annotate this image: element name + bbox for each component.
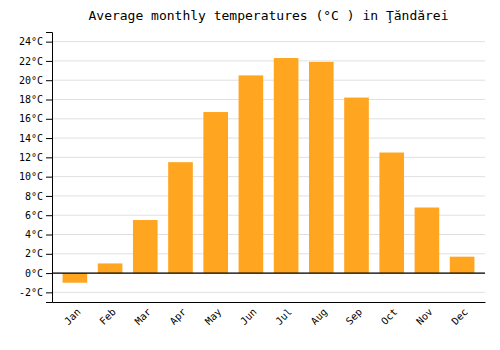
y-tick-mark (46, 119, 52, 120)
x-tick: Mar (133, 306, 154, 327)
x-tick: Jan (62, 306, 83, 327)
y-tick-label: 8°C (25, 191, 43, 202)
y-tick: 6°C (25, 210, 52, 221)
chart: -2°C 0°C 2°C 4°C 6°C 8°C 10°C 12°C 14°C 16°C 18°C 2… (0, 0, 500, 350)
y-tick-label: 6°C (25, 210, 43, 221)
x-tick: Sep (344, 306, 365, 327)
x-tick: Oct (379, 306, 400, 327)
x-tick: Dec (449, 306, 470, 327)
y-tick: 14°C (19, 133, 52, 144)
y-tick: 2°C (25, 248, 52, 259)
bar (168, 162, 193, 273)
x-tick: Jul (273, 306, 294, 327)
grid-line (52, 80, 485, 81)
y-tick: -2°C (19, 287, 52, 298)
y-tick: 0°C (25, 268, 52, 279)
y-tick-label: 2°C (25, 248, 43, 259)
bar (274, 58, 299, 273)
y-tick: 20°C (19, 75, 52, 86)
grid-line (52, 138, 485, 139)
x-tick: Feb (97, 306, 118, 327)
y-tick: 4°C (25, 229, 52, 240)
x-tick-label: Feb (97, 306, 118, 327)
bar (450, 257, 475, 273)
y-tick: 22°C (19, 56, 52, 67)
x-tick-label: Jan (62, 306, 83, 327)
x-tick-label: Sep (344, 306, 365, 327)
y-tick-mark (46, 196, 52, 197)
x-tick: Apr (168, 306, 189, 327)
y-tick-label: 18°C (19, 94, 43, 105)
y-tick-label: -2°C (19, 287, 43, 298)
y-tick-label: 0°C (25, 268, 43, 279)
x-tick-label: May (203, 306, 224, 327)
bar (98, 263, 123, 273)
bars (63, 58, 475, 283)
x-tick-label: Aug (309, 306, 330, 327)
y-tick-mark (46, 138, 52, 139)
y-tick-label: 12°C (19, 152, 43, 163)
grid-line (52, 118, 485, 119)
y-tick-mark (46, 42, 52, 43)
grid-line (52, 60, 485, 61)
y-tick-label: 4°C (25, 229, 43, 240)
zero-line (52, 272, 485, 273)
y-tick-label: 24°C (19, 36, 43, 47)
y-tick-mark (46, 254, 52, 255)
grid-line (52, 273, 485, 274)
y-tick-mark (46, 61, 52, 62)
y-tick-mark (46, 177, 52, 178)
y-axis-line (46, 33, 53, 303)
x-tick-label: Apr (168, 306, 189, 327)
x-tick-label: Jul (273, 306, 294, 327)
y-tick-mark (46, 215, 52, 216)
y-tick-mark (46, 100, 52, 101)
y-tick: 8°C (25, 191, 52, 202)
y-tick-label: 14°C (19, 133, 43, 144)
x-tick: May (203, 306, 224, 327)
x-tick-label: Jun (238, 306, 259, 327)
bar (309, 62, 334, 273)
grid (52, 42, 485, 293)
y-tick: 18°C (19, 94, 52, 105)
bar (239, 75, 264, 273)
x-tick: Nov (414, 306, 435, 327)
bar (344, 98, 369, 273)
y-tick: 16°C (19, 113, 52, 124)
grid-line (52, 292, 485, 293)
plot: -2°C 0°C 2°C 4°C 6°C 8°C 10°C 12°C 14°C 16°C 18°C 2… (19, 33, 486, 327)
x-tick-label: Dec (449, 306, 470, 327)
y-axis: -2°C 0°C 2°C 4°C 6°C 8°C 10°C 12°C 14°C 16°C 18°C 2… (19, 33, 53, 303)
grid-line (52, 41, 485, 42)
bar (379, 153, 404, 274)
x-axis-line (53, 302, 486, 303)
y-tick: 24°C (19, 36, 52, 47)
bar (63, 273, 88, 283)
y-tick-mark (46, 292, 52, 293)
y-tick-label: 10°C (19, 171, 43, 182)
x-tick-label: Nov (414, 306, 435, 327)
y-tick-label: 22°C (19, 56, 43, 67)
y-tick: 10°C (19, 171, 52, 182)
y-tick: 12°C (19, 152, 52, 163)
y-tick-mark (46, 80, 52, 81)
y-tick-mark (46, 273, 52, 274)
x-tick: Aug (309, 306, 330, 327)
x-tick: Jun (238, 306, 259, 327)
x-axis: Jan Feb Mar Apr May Jun Jul Aug Sep Oct Nov Dec (53, 303, 486, 327)
y-tick-mark (46, 157, 52, 158)
y-tick-mark (46, 235, 52, 236)
y-tick-label: 16°C (19, 113, 43, 124)
bar (415, 208, 440, 274)
title: Average monthly temperatures (°C ) in Ţă… (88, 8, 448, 23)
grid-line (52, 195, 485, 196)
bar (133, 220, 158, 273)
x-tick-label: Oct (379, 306, 400, 327)
x-tick-label: Mar (133, 306, 154, 327)
grid-line (52, 99, 485, 100)
grid-line (52, 157, 485, 158)
y-tick-label: 20°C (19, 75, 43, 86)
bar (203, 112, 228, 273)
grid-line (52, 176, 485, 177)
